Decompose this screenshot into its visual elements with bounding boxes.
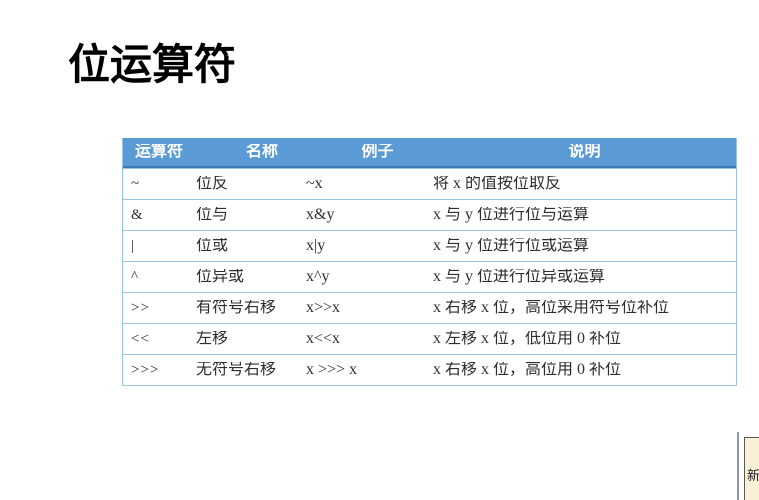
table-row: >> 有符号右移 x>>x x 右移 x 位，高位采用符号位补位: [123, 292, 736, 323]
cell-example: x>>x: [306, 300, 341, 316]
cell-example: x >>> x: [306, 362, 358, 378]
table-row: << 左移 x<<x x 左移 x 位，低位用 0 补位: [123, 323, 736, 354]
table-row: ~ 位反 ~x 将 x 的值按位取反: [123, 168, 736, 199]
cell-operator: ^: [131, 269, 140, 285]
cell-example: x<<x: [306, 331, 341, 347]
cell-description: x 与 y 位进行位或运算: [433, 238, 590, 254]
cell-name: 有符号右移: [196, 300, 277, 316]
header-cell-description: 说明: [568, 144, 601, 160]
cell-operator: &: [131, 207, 144, 223]
new-note-button[interactable]: 新: [744, 437, 759, 500]
cell-description: x 左移 x 位，低位用 0 补位: [433, 331, 622, 347]
table-row: | 位或 x|y x 与 y 位进行位或运算: [123, 230, 736, 261]
cell-description: x 与 y 位进行位与运算: [433, 207, 590, 223]
bitwise-operators-table: 运算符 名称 例子 说明 ~ 位反 ~x 将 x 的值按位取反 & 位与 x&y…: [122, 138, 737, 386]
header-cell-operator: 运算符: [135, 144, 184, 160]
cell-operator: >>: [131, 300, 150, 316]
table-row: >>> 无符号右移 x >>> x x 右移 x 位，高位用 0 补位: [123, 354, 736, 385]
cell-name: 位反: [196, 176, 229, 192]
new-note-label: 新: [747, 468, 759, 483]
table-header-row: 运算符 名称 例子 说明: [123, 138, 736, 168]
clipped-side-widget: 新: [737, 432, 759, 500]
cell-name: 无符号右移: [196, 362, 277, 378]
table-row: & 位与 x&y x 与 y 位进行位与运算: [123, 199, 736, 230]
cell-example: x^y: [306, 269, 330, 285]
cell-name: 左移: [196, 331, 229, 347]
cell-name: 位或: [196, 238, 229, 254]
page-title: 位运算符: [68, 41, 237, 88]
cell-name: 位异或: [196, 269, 245, 285]
cell-example: ~x: [306, 176, 323, 192]
cell-name: 位与: [196, 207, 229, 223]
cell-operator: ~: [131, 176, 141, 192]
cell-example: x&y: [306, 207, 335, 223]
cell-example: x|y: [306, 238, 326, 254]
cell-operator: <<: [131, 331, 150, 347]
header-cell-name: 名称: [245, 144, 278, 160]
cell-description: x 右移 x 位，高位采用符号位补位: [433, 300, 670, 316]
cell-description: x 与 y 位进行位异或运算: [433, 269, 606, 285]
cell-operator: |: [131, 238, 136, 254]
cell-description: 将 x 的值按位取反: [433, 176, 562, 192]
table-row: ^ 位异或 x^y x 与 y 位进行位异或运算: [123, 261, 736, 292]
cell-operator: >>>: [131, 362, 160, 378]
header-cell-example: 例子: [361, 144, 394, 160]
cell-description: x 右移 x 位，高位用 0 补位: [433, 362, 622, 378]
